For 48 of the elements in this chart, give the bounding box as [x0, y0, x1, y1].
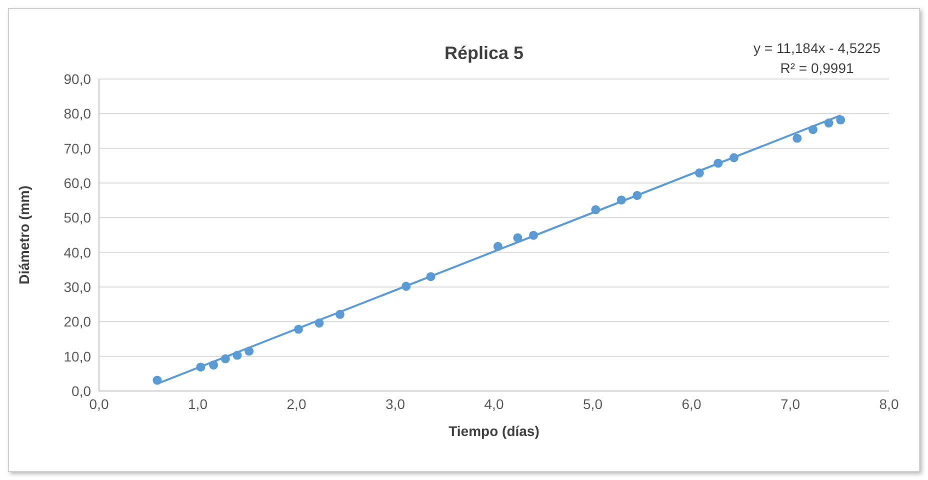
point [196, 362, 206, 372]
y-tick-label: 50,0 [64, 210, 92, 226]
y-tick-label: 60,0 [64, 174, 92, 191]
point [294, 324, 303, 334]
x-tick-label: 4,0 [484, 396, 504, 412]
y-tick-label: 10,0 [64, 348, 92, 364]
point [314, 318, 324, 328]
point [694, 168, 704, 178]
x-axis-title: Tiempo (días) [448, 423, 540, 439]
point [220, 354, 230, 364]
y-tick-label: 70,0 [64, 140, 92, 156]
point [244, 346, 254, 356]
point [591, 205, 600, 214]
point [528, 230, 538, 240]
y-tick-label: 80,0 [64, 106, 92, 122]
text: R² = 0,9991 [780, 60, 854, 76]
chart-title: Réplica 5 [444, 43, 524, 63]
x-tick-label: 5,0 [583, 396, 603, 412]
y-tick-label: 20,0 [64, 314, 92, 330]
x-tick-label: 2,0 [286, 396, 306, 412]
point [836, 115, 846, 124]
point [209, 360, 218, 370]
point [714, 158, 723, 168]
point [232, 350, 242, 360]
text: y = 11,184x - 4,5225 [754, 40, 881, 56]
y-tick-label: 30,0 [64, 278, 92, 295]
y-axis-title: Diámetro (mm) [16, 186, 32, 284]
point [493, 242, 502, 251]
point [808, 125, 818, 134]
x-tick-label: 1,0 [188, 396, 208, 412]
point [632, 190, 642, 200]
point [616, 195, 626, 204]
point [335, 310, 344, 319]
point [824, 118, 834, 128]
x-tick-label: 6,0 [682, 396, 702, 412]
x-tick-label: 8,0 [879, 396, 899, 412]
point [152, 376, 162, 385]
y-tick-label: 90,0 [64, 70, 92, 87]
x-tick-label: 0,0 [89, 396, 109, 412]
x-tick-label: 3,0 [386, 396, 406, 412]
point [729, 153, 738, 162]
y-tick-label: 40,0 [64, 244, 92, 260]
point [792, 134, 802, 143]
y-tick-label: 0,0 [72, 382, 92, 399]
point [426, 272, 436, 282]
point [402, 282, 411, 291]
point [513, 233, 522, 242]
x-tick-label: 7,0 [780, 396, 800, 412]
